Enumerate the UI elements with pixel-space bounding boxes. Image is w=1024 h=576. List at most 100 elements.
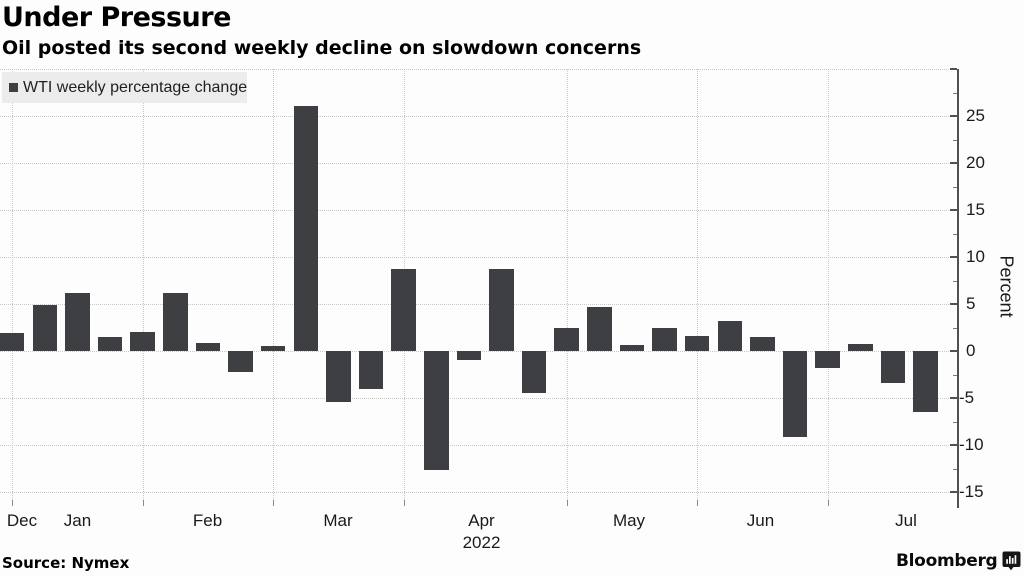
y-axis-major-tick xyxy=(950,491,957,493)
bar xyxy=(684,335,710,351)
y-axis-major-tick xyxy=(950,397,957,399)
y-axis-minor-tick xyxy=(953,374,957,376)
x-month-label: May xyxy=(612,511,646,530)
bar xyxy=(195,343,221,351)
y-axis-minor-tick xyxy=(953,92,957,94)
h-gridline xyxy=(0,304,957,305)
y-axis-minor-tick xyxy=(953,327,957,329)
x-axis-tick xyxy=(142,500,144,506)
y-tick-label: -5 xyxy=(959,388,975,407)
h-gridline xyxy=(0,492,957,493)
bar xyxy=(848,344,873,351)
y-axis-minor-tick xyxy=(953,280,957,282)
y-tick-label: 15 xyxy=(966,200,985,219)
bar xyxy=(293,105,319,351)
y-axis-line xyxy=(957,69,959,508)
bar xyxy=(65,292,90,351)
y-tick-label: -15 xyxy=(959,482,984,501)
y-axis-minor-tick xyxy=(953,468,957,470)
y-tick-label: 0 xyxy=(966,341,976,360)
bar xyxy=(587,306,612,351)
bar xyxy=(717,320,743,351)
y-axis-title: Percent xyxy=(996,255,1017,318)
y-axis-minor-tick xyxy=(953,233,957,235)
y-tick-label: -10 xyxy=(959,435,984,454)
bar xyxy=(391,269,416,351)
h-gridline xyxy=(0,257,957,258)
month-gridline xyxy=(142,69,144,500)
bar xyxy=(652,328,677,351)
x-month-label: Apr xyxy=(468,511,495,530)
h-gridline xyxy=(0,69,957,70)
x-year-label: 2022 xyxy=(462,533,501,552)
y-axis-major-tick xyxy=(950,209,957,211)
y-tick-label: 10 xyxy=(966,247,985,266)
bar xyxy=(163,292,188,351)
y-tick-label: 5 xyxy=(966,294,976,313)
bar xyxy=(130,332,155,351)
x-axis-tick xyxy=(403,500,405,506)
x-month-label: Feb xyxy=(192,511,223,530)
bar xyxy=(456,351,482,361)
bar xyxy=(228,351,253,372)
month-gridline xyxy=(697,69,699,500)
y-tick-label: 25 xyxy=(966,106,985,125)
chart-title: Under Pressure xyxy=(2,2,231,33)
bar xyxy=(424,351,449,471)
bar xyxy=(521,351,547,394)
month-gridline xyxy=(12,69,14,500)
h-gridline xyxy=(0,445,957,446)
bar xyxy=(913,351,938,413)
x-month-label: Jan xyxy=(63,511,92,530)
bloomberg-logo: Bloomberg xyxy=(896,550,1021,572)
x-month-label: Jul xyxy=(895,511,917,530)
bar xyxy=(97,336,123,351)
legend-label: WTI weekly percentage change xyxy=(23,79,248,96)
y-axis-major-tick xyxy=(950,350,957,352)
month-gridline xyxy=(273,69,275,500)
y-axis-major-tick xyxy=(950,444,957,446)
h-gridline xyxy=(0,163,957,164)
y-tick-label: 20 xyxy=(966,153,985,172)
bar xyxy=(750,336,775,351)
bar xyxy=(880,351,906,383)
y-axis-major-tick xyxy=(950,115,957,117)
bloomberg-wordmark: Bloomberg xyxy=(896,551,998,571)
x-month-label: Dec xyxy=(6,511,38,530)
x-axis-tick xyxy=(566,500,568,506)
x-axis-tick xyxy=(827,500,829,506)
x-axis-tick xyxy=(273,500,275,506)
bar xyxy=(815,351,840,368)
x-month-label: Mar xyxy=(323,511,353,530)
h-gridline xyxy=(0,210,957,211)
x-axis-tick xyxy=(12,500,14,506)
month-gridline xyxy=(827,69,829,500)
y-axis-major-tick xyxy=(950,162,957,164)
legend: WTI weekly percentage change xyxy=(2,72,247,103)
x-month-label: Jun xyxy=(746,511,775,530)
y-axis-major-tick xyxy=(950,256,957,258)
bar xyxy=(489,269,514,351)
bloomberg-bubble-chart-icon xyxy=(1002,551,1021,571)
bar xyxy=(260,346,286,351)
bar xyxy=(0,333,25,351)
h-gridline xyxy=(0,116,957,117)
h-gridline xyxy=(0,398,957,399)
bar xyxy=(782,351,808,437)
source-note: Source: Nymex xyxy=(2,554,130,572)
bar xyxy=(358,351,384,389)
legend-swatch-icon xyxy=(9,83,18,92)
month-gridline xyxy=(566,69,568,500)
bar xyxy=(32,304,58,351)
y-axis-major-tick xyxy=(950,303,957,305)
x-axis-tick xyxy=(697,500,699,506)
bar xyxy=(619,345,645,351)
chart-subtitle: Oil posted its second weekly decline on … xyxy=(2,37,642,59)
y-axis-minor-tick xyxy=(953,139,957,141)
y-axis-minor-tick xyxy=(953,421,957,423)
bar xyxy=(326,351,351,402)
bar xyxy=(554,327,579,351)
y-axis-major-tick xyxy=(950,68,957,70)
